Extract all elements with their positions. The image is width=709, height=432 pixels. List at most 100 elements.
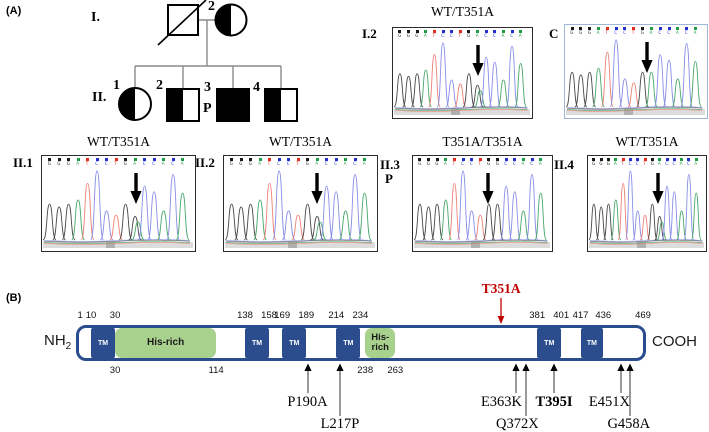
cooh-terminus-label: COOH bbox=[652, 333, 697, 350]
base-call-marker bbox=[306, 158, 310, 161]
base-call-marker bbox=[334, 158, 338, 161]
base-call-letter: G bbox=[650, 161, 654, 166]
base-call-marker bbox=[628, 158, 632, 161]
aa-position-tick-top: 169 bbox=[274, 310, 291, 321]
base-call-marker bbox=[461, 158, 465, 161]
base-call-marker bbox=[649, 27, 653, 30]
protein-bar: TM His-rich TM TM TM His-rich TM TM bbox=[76, 325, 646, 361]
base-call-letter: A bbox=[501, 33, 505, 38]
base-call-marker bbox=[181, 158, 185, 161]
base-call-marker bbox=[152, 158, 156, 161]
base-call-marker bbox=[521, 158, 525, 161]
base-call-letter: G bbox=[435, 161, 439, 166]
base-call-marker bbox=[530, 158, 534, 161]
base-call-letter: G bbox=[606, 161, 610, 166]
base-call-marker bbox=[614, 158, 618, 161]
mutation-site-arrow-icon bbox=[641, 42, 653, 73]
base-call-marker bbox=[407, 30, 410, 33]
genotype-title: WT/T351A bbox=[87, 134, 150, 149]
base-call-letter: C bbox=[635, 161, 639, 166]
his-rich-domain: His-rich bbox=[365, 328, 396, 358]
base-call-marker bbox=[685, 27, 689, 30]
base-call-marker bbox=[239, 158, 243, 161]
aa-position-tick-bottom: 238 bbox=[357, 365, 374, 376]
aa-position-tick-bottom: 30 bbox=[109, 365, 121, 376]
base-call-marker bbox=[476, 30, 479, 33]
base-call-letter: C bbox=[484, 33, 488, 38]
mutation-site-arrow-icon bbox=[311, 173, 323, 204]
base-call-marker bbox=[230, 158, 234, 161]
base-call-letter: G bbox=[426, 161, 430, 166]
chromatogram-label-II.3: II.3 bbox=[380, 157, 400, 172]
genotype-title: WT/T351A bbox=[269, 134, 332, 149]
base-call-letter: C bbox=[510, 33, 513, 38]
base-call-letter: A bbox=[343, 161, 347, 166]
base-call-marker bbox=[592, 158, 596, 161]
base-call-letter: C bbox=[687, 161, 690, 166]
base-call-letter: T bbox=[85, 161, 89, 166]
base-call-letter: C bbox=[493, 33, 496, 38]
base-call-letter: C bbox=[441, 33, 444, 38]
base-call-marker bbox=[344, 158, 348, 161]
base-call-letter: G bbox=[487, 161, 491, 166]
base-call-letter: A bbox=[161, 161, 165, 166]
base-call-letter: G bbox=[47, 161, 51, 166]
base-call-letter: G bbox=[398, 33, 402, 38]
base-call-letter: A bbox=[518, 33, 522, 38]
pedigree-ii4-carrier-male bbox=[264, 88, 298, 122]
his-rich-domain: His-rich bbox=[115, 328, 217, 358]
aa-position-tick-top: 30 bbox=[109, 310, 121, 321]
genotype-title: WT/T351A bbox=[615, 134, 679, 149]
sequence-trace bbox=[413, 170, 550, 248]
base-call-letter: T bbox=[296, 161, 299, 166]
base-call-marker bbox=[519, 30, 523, 33]
tm-domain: TM bbox=[245, 328, 270, 358]
chromatogram-proband-label: P bbox=[385, 171, 393, 186]
sequence-trace bbox=[565, 39, 705, 115]
base-call-letter: A bbox=[424, 33, 427, 38]
base-call-letter: C bbox=[324, 161, 328, 166]
base-call-letter: C bbox=[353, 161, 357, 166]
individual-ii2-number: 2 bbox=[156, 78, 163, 93]
base-call-letter: C bbox=[104, 161, 108, 166]
base-call-marker bbox=[676, 27, 680, 30]
base-call-letter: A bbox=[538, 161, 542, 166]
individual-ii4-number: 4 bbox=[253, 80, 260, 95]
aa-position-tick-top: 401 bbox=[553, 310, 570, 321]
base-call-letter: G bbox=[495, 161, 499, 166]
mutation-label-L217P: L217P bbox=[320, 416, 360, 432]
base-call-marker bbox=[510, 30, 514, 33]
base-call-letter: C bbox=[171, 161, 175, 166]
base-call-marker bbox=[539, 158, 543, 161]
base-call-letter: T bbox=[621, 161, 624, 166]
base-call-marker bbox=[287, 158, 291, 161]
base-call-letter: G bbox=[467, 33, 471, 38]
base-call-marker bbox=[501, 30, 505, 33]
base-call-letter: G bbox=[239, 161, 243, 166]
base-call-letter: T bbox=[631, 30, 635, 35]
base-call-marker bbox=[694, 158, 698, 161]
base-call-marker bbox=[641, 27, 645, 30]
base-call-marker bbox=[667, 27, 671, 30]
base-call-marker bbox=[315, 158, 319, 161]
base-call-marker bbox=[258, 158, 262, 161]
base-call-marker bbox=[614, 27, 618, 30]
chromatogram-label-II.4: II.4 bbox=[554, 157, 574, 172]
base-call-marker bbox=[658, 27, 662, 30]
base-call-marker bbox=[588, 27, 592, 30]
base-call-marker bbox=[86, 158, 90, 161]
base-call-letter: C bbox=[95, 161, 99, 166]
base-call-marker bbox=[693, 27, 697, 30]
base-call-letter: A bbox=[521, 161, 525, 166]
base-call-marker bbox=[597, 27, 600, 30]
base-call-letter: T bbox=[478, 161, 481, 166]
base-call-marker bbox=[432, 30, 436, 33]
base-call-letter: C bbox=[614, 30, 618, 35]
base-call-marker bbox=[470, 158, 474, 161]
mutation-arrow-icon bbox=[335, 363, 345, 422]
base-call-marker bbox=[467, 30, 471, 33]
aa-position-tick-top: 189 bbox=[298, 310, 315, 321]
